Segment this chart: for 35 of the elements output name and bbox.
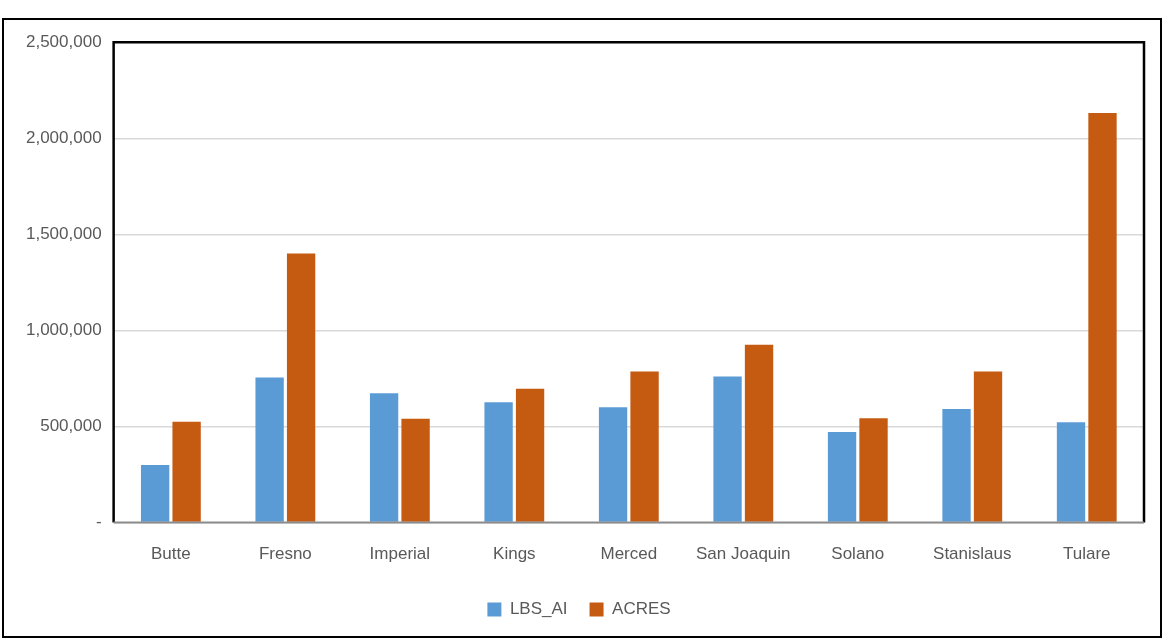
legend-label: ACRES [612,599,671,619]
bar [942,409,971,522]
bar [973,371,1003,522]
x-tick-label: Fresno [258,544,312,564]
bar [401,418,430,522]
bar [630,371,659,522]
y-tick-label: 500,000 [40,416,102,436]
bar [1056,422,1086,522]
bar [598,407,628,522]
bar [515,388,545,522]
bar [713,376,742,522]
y-tick-label: 1,000,000 [25,320,102,340]
x-tick-label: San Joaquin [696,544,791,564]
x-tick-label: Merced [600,544,658,564]
x-tick-label: Stanislaus [933,544,1012,564]
bar [140,464,170,522]
bar [255,377,284,522]
bar [859,418,888,522]
x-tick-label: Butte [151,544,191,564]
bar [1088,112,1117,522]
x-tick-label: Tulare [1062,544,1111,564]
y-tick-label: 1,500,000 [25,224,102,244]
legend-label: LBS_AI [509,599,568,619]
bar [286,253,316,522]
bar [827,432,857,522]
bar [369,393,399,522]
bar [172,421,201,522]
x-tick-label: Imperial [369,544,431,564]
x-tick-label: Solano [831,544,885,564]
y-tick-label: 2,000,000 [25,127,102,147]
bar [484,402,513,522]
bar [744,344,774,522]
y-tick-label: 2,500,000 [25,31,102,51]
x-tick-label: Kings [493,544,536,564]
y-tick-label: - [95,512,102,532]
